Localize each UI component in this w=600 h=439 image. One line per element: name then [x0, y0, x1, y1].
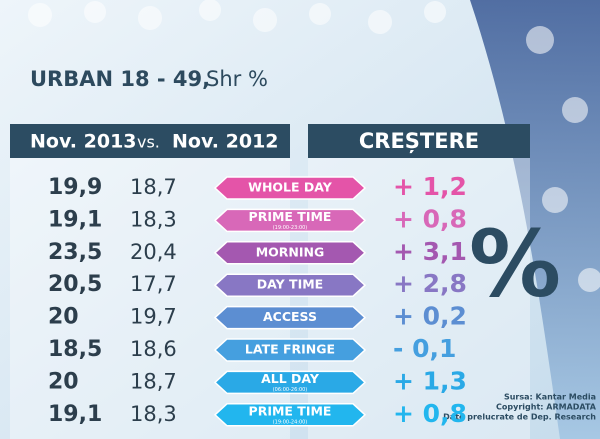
change-value: + 0,8 — [393, 204, 467, 233]
current-value: 20,5 — [48, 272, 102, 297]
change-value: + 2,8 — [393, 269, 467, 298]
header-bar-right — [308, 124, 530, 158]
row-label: WHOLE DAY — [248, 180, 333, 195]
previous-value: 18,3 — [130, 207, 177, 231]
previous-value: 17,7 — [130, 272, 177, 296]
label-arrow — [213, 305, 367, 330]
change-value: + 0,2 — [393, 302, 467, 331]
subtitle: Shr % — [206, 67, 268, 91]
source: Copyright: ARMADATA — [496, 403, 597, 412]
column-header: vs. — [137, 133, 160, 152]
row-label: PRIME TIME — [249, 403, 332, 418]
change-value: + 0,8 — [393, 399, 467, 428]
change-value: + 3,1 — [393, 237, 467, 266]
change-value: + 1,2 — [393, 172, 467, 201]
percent-symbol: % — [469, 210, 561, 317]
label-arrow — [213, 208, 367, 233]
panel-left — [10, 158, 290, 439]
label-arrow — [213, 370, 367, 395]
row-label: ALL DAY — [261, 371, 320, 386]
column-header: Nov. 2012 — [172, 131, 279, 153]
current-value: 19,1 — [48, 207, 102, 232]
current-value: 18,5 — [48, 337, 102, 362]
source: Date prelucrate de Dep. Research — [443, 413, 596, 422]
label-arrow — [213, 338, 367, 362]
label-arrow — [213, 403, 367, 427]
previous-value: 18,7 — [130, 175, 177, 199]
label-arrow — [213, 176, 367, 200]
column-header: CREȘTERE — [359, 129, 479, 153]
previous-value: 20,4 — [130, 240, 177, 264]
label-arrow — [213, 241, 367, 265]
current-value: 19,1 — [48, 402, 102, 427]
row-label: DAY TIME — [257, 277, 323, 292]
current-value: 19,9 — [48, 175, 102, 200]
previous-value: 18,3 — [130, 402, 177, 426]
row-label: LATE FRINGE — [245, 342, 335, 357]
label-arrow — [213, 273, 367, 297]
change-value: - 0,1 — [393, 334, 456, 363]
title: URBAN 18 - 49, — [30, 67, 210, 91]
source: Sursa: Kantar Media — [504, 393, 596, 402]
previous-value: 19,7 — [130, 305, 177, 329]
silhouettes — [28, 0, 600, 292]
header-bar-left — [10, 124, 290, 158]
row-note: (19:00-24:00) — [273, 419, 308, 425]
previous-value: 18,6 — [130, 337, 177, 361]
current-value: 23,5 — [48, 240, 102, 265]
current-value: 20 — [48, 369, 79, 394]
row-label: PRIME TIME — [249, 209, 332, 224]
row-label: ACCESS — [263, 309, 317, 324]
change-value: + 1,3 — [393, 366, 467, 395]
row-label: MORNING — [256, 244, 325, 259]
row-note: (19:00-23:00) — [273, 225, 308, 231]
row-note: (06:00-26:00) — [273, 387, 308, 393]
previous-value: 18,7 — [130, 369, 177, 393]
column-header: Nov. 2013 — [30, 131, 137, 153]
current-value: 20 — [48, 305, 79, 330]
